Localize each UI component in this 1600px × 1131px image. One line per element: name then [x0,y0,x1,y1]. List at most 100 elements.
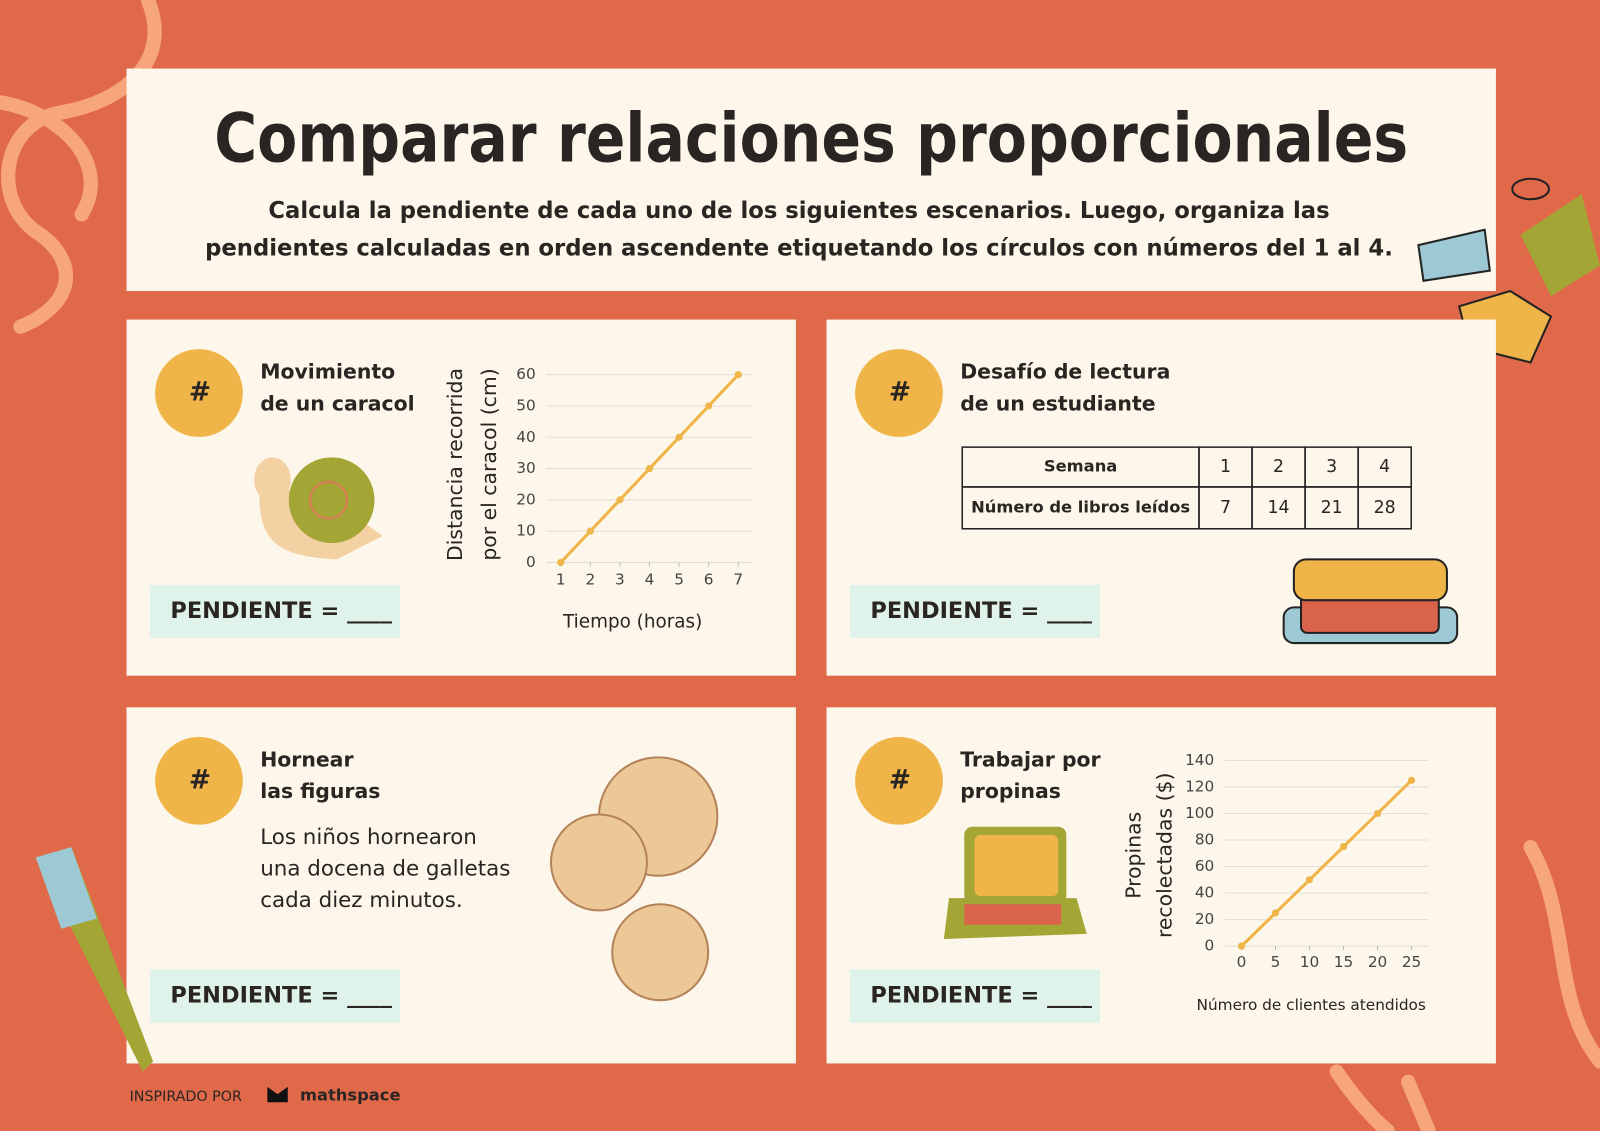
table-cell-text: 7 [1220,498,1231,518]
footer-credit: INSPIRADO POR [130,1089,242,1105]
answer-box [850,584,1100,638]
laptop [943,826,1087,939]
y-tick-label: 40 [1195,884,1214,902]
answer-label: PENDIENTE = ____ [870,983,1092,1009]
y-tick-label: 20 [516,490,535,508]
x-axis-label: Número de clientes atendidos [1197,996,1426,1014]
y-tick-label: 100 [1185,804,1214,822]
table-cell-text: 4 [1379,457,1390,477]
y-tick-label: 40 [516,428,535,446]
x-tick-label: 6 [704,570,714,588]
y-tick-label: 60 [1195,857,1214,875]
x-tick-label: 25 [1402,953,1421,971]
y-tick-label: 30 [516,459,535,477]
answer-label: PENDIENTE = ____ [170,983,392,1009]
y-axis-label: Distancia recorrida [443,368,467,561]
y-tick-label: 50 [516,396,535,414]
x-tick-label: 10 [1300,953,1319,971]
x-tick-label: 2 [585,570,595,588]
y-tick-label: 0 [526,553,536,571]
card-title: Trabajar por [960,747,1100,771]
data-point [1373,809,1382,818]
data-point [557,558,565,567]
x-tick-label: 5 [1271,953,1281,971]
data-point [616,496,624,504]
badge: # [889,764,911,795]
x-tick-label: 0 [1237,953,1247,971]
data-line [1240,779,1413,948]
brand-logo [267,1086,288,1103]
x-tick-label: 7 [733,570,743,588]
table-cell-text: 3 [1326,457,1337,477]
card-title: las figuras [260,779,380,803]
x-tick-label: 4 [645,570,655,588]
pen [35,847,154,1072]
badge-circle [155,736,243,825]
card-title: de un estudiante [960,391,1155,415]
table-cell-text: 21 [1321,498,1343,518]
table-cell-text: 2 [1273,457,1284,477]
footer-brand: mathspace [300,1086,401,1105]
y-tick-label: 0 [1205,937,1215,955]
y-axis-label: por el caracol (cm) [477,368,501,560]
answer-box [150,969,400,1023]
x-tick-label: 1 [556,570,566,588]
table-cell-text: 1 [1220,457,1231,477]
table-cell [1357,486,1412,530]
snail [254,457,383,560]
data-point [1339,843,1348,851]
y-tick-label: 140 [1185,751,1214,769]
table-cell-text: Número de libros leídos [971,497,1190,516]
y-tick-label: 20 [1195,910,1214,928]
books [1282,558,1459,645]
cookies [550,756,719,1002]
table-cell-text: 28 [1374,498,1396,518]
card-title: Desafío de lectura [960,360,1170,384]
table-cell-text: Semana [1044,457,1117,476]
badge-circle [855,349,943,437]
y-tick-label: 60 [516,365,535,383]
instruction: pendientes calculadas en orden ascendent… [205,234,1393,262]
table-cell-text: 14 [1268,498,1290,518]
y-axis-label: recolectadas ($) [1152,773,1176,939]
data-point [1407,776,1416,784]
card-title: Movimiento [260,360,395,384]
header-panel [126,68,1496,292]
card-title: propinas [960,779,1061,803]
badge: # [189,377,211,408]
x-axis-label: Tiempo (horas) [562,612,702,633]
data-point [1271,909,1280,917]
data-point [1305,876,1314,884]
badge: # [189,764,211,795]
answer-box [850,969,1100,1023]
card-title: de un caracol [260,391,414,415]
badge-circle [155,349,243,437]
data-point [1237,942,1246,950]
card-text: Los niños hornearon [260,825,477,850]
badge-circle [855,736,943,825]
x-tick-label: 20 [1368,953,1387,971]
data-point [734,371,742,379]
y-tick-label: 10 [516,522,535,540]
badge: # [889,377,911,408]
y-tick-label: 120 [1185,777,1214,795]
answer-box [150,584,400,638]
data-point [645,464,654,473]
x-tick-label: 5 [674,570,684,588]
data-point [675,433,683,441]
x-tick-label: 15 [1334,953,1353,971]
y-axis-label: Propinas [1122,812,1146,899]
y-tick-label: 80 [1195,830,1214,848]
answer-label: PENDIENTE = ____ [870,598,1092,624]
card-title: Hornear [260,747,353,771]
title: Comparar relaciones proporcionales [214,99,1408,178]
answer-label: PENDIENTE = ____ [170,598,392,624]
data-point [586,527,594,535]
x-tick-label: 3 [615,570,625,588]
card-text: cada diez minutos. [260,888,463,913]
data-point [705,402,713,410]
card-text: una docena de galletas [260,857,510,882]
instruction: Calcula la pendiente de cada uno de los … [268,196,1329,224]
